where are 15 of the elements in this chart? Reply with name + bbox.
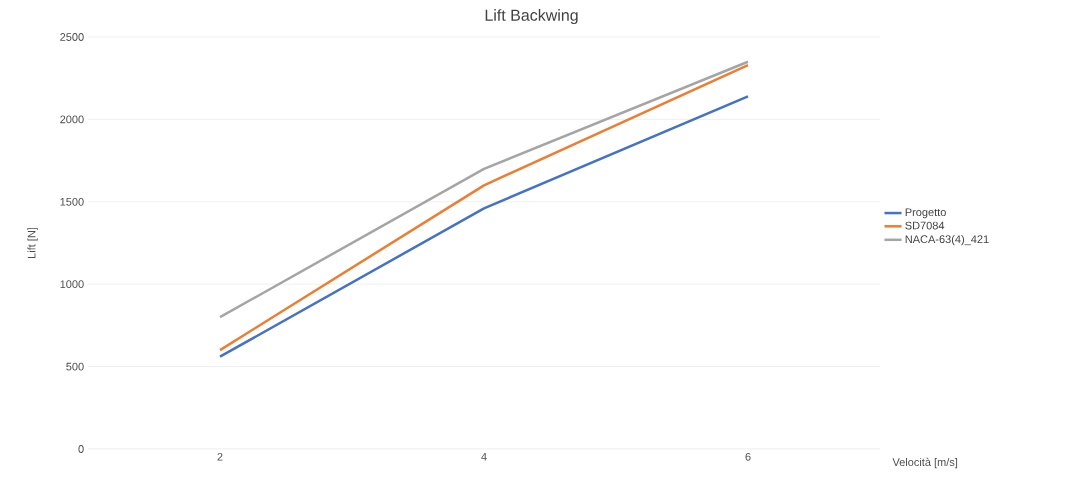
y-tick-label: 0: [78, 445, 84, 453]
y-axis-title: Lift [N]: [27, 227, 38, 258]
chart-title: Lift Backwing: [485, 9, 578, 25]
x-tick-label: 6: [745, 452, 751, 461]
y-tick-label: 2500: [60, 33, 84, 41]
y-tick-label: 500: [66, 362, 84, 371]
x-tick-label: 2: [217, 452, 223, 461]
legend-label: Progetto: [905, 208, 946, 219]
legend-label: SD7084: [905, 221, 945, 230]
y-tick-label: 1000: [60, 280, 84, 289]
x-axis-title: Velocità [m/s]: [892, 457, 958, 469]
y-tick-label: 2000: [60, 115, 84, 124]
x-tick-label: 4: [481, 452, 487, 461]
y-tick-label: 1500: [60, 197, 84, 206]
legend-label: NACA-63(4)_421: [905, 234, 989, 246]
